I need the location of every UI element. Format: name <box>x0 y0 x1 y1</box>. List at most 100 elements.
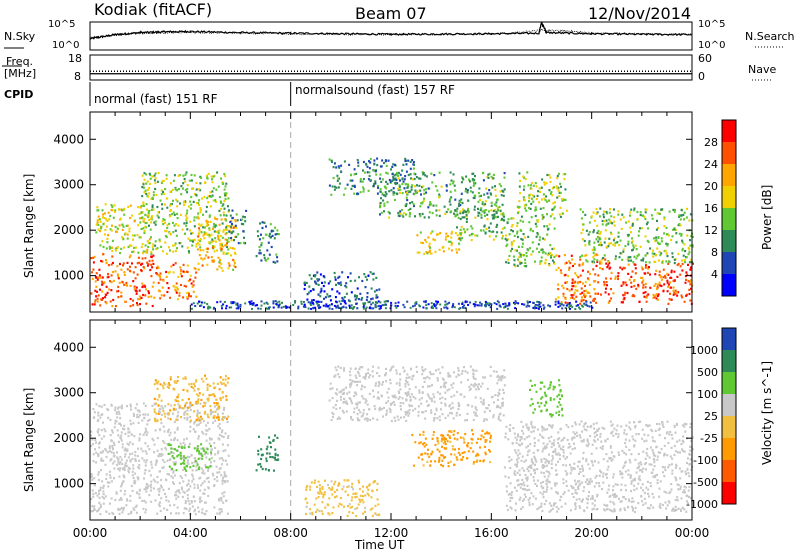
velocity-colorbar-tick: -25 <box>700 432 718 445</box>
velocity-colorbar-tick: 500 <box>697 366 718 379</box>
power-blob <box>554 253 607 305</box>
beam-title: Beam 07 <box>355 4 427 23</box>
power-colorbar-segment <box>722 120 736 143</box>
velocity-colorbar-segment <box>722 350 736 373</box>
power-colorbar-segment <box>722 252 736 275</box>
xtick-label: 12:00 <box>374 526 409 540</box>
noise-ytick-top: 10^5 <box>48 19 75 30</box>
noise-ytick-bottom: 10^0 <box>52 40 79 51</box>
velocity-colorbar-segment <box>722 394 736 417</box>
power-colorbar-segment <box>722 230 736 253</box>
power-colorbar-segment <box>722 208 736 231</box>
power-ytick-label: 4000 <box>53 132 84 146</box>
power-colorbar-tick: 16 <box>704 202 718 215</box>
power-colorbar-tick: 4 <box>711 268 718 281</box>
power-colorbar-segment <box>722 142 736 165</box>
cpid-label: CPID <box>4 88 34 101</box>
power-colorbar-tick: 24 <box>704 158 718 171</box>
power-blob <box>152 262 198 301</box>
velocity-ylabel: Slant Range [km] <box>22 387 36 492</box>
power-colorbar-label: Power [dB] <box>760 184 774 250</box>
freq-panel-frame <box>89 54 693 81</box>
power-blob <box>303 271 381 310</box>
velocity-ytick-label: 1000 <box>53 477 84 491</box>
nave-ytick-bottom: 0 <box>698 70 705 83</box>
noise-series-0 <box>89 21 693 40</box>
freq-unit-label: [MHz] <box>4 67 37 80</box>
xtick-label: 08:00 <box>273 526 308 540</box>
power-colorbar-tick: 8 <box>711 246 718 259</box>
freq-ytick-bottom: 8 <box>74 70 81 83</box>
power-blob <box>255 221 280 264</box>
power-ground-scatter <box>190 300 594 310</box>
cpid-segment-2: normalsound (fast) 157 RF <box>295 83 455 97</box>
power-ytick-label: 3000 <box>53 178 84 192</box>
power-colorbar-segment <box>722 164 736 187</box>
velocity-colorbar-tick: 100 <box>697 388 718 401</box>
power-colorbar-frame <box>721 119 737 297</box>
power-colorbar-tick: 12 <box>704 224 718 237</box>
xtick-label: 00:00 <box>675 526 710 540</box>
velocity-colorbar-tick: -100 <box>693 454 718 467</box>
power-colorbar-tick: 20 <box>704 180 718 193</box>
nave-label: Nave <box>748 63 777 76</box>
power-ytick-label: 1000 <box>53 269 84 283</box>
nsearch-label: N.Search <box>745 30 795 43</box>
power-blob <box>228 209 248 245</box>
power-colorbar-segment <box>722 186 736 209</box>
velocity-colorbar-segment <box>722 460 736 483</box>
velocity-ytick-label: 2000 <box>53 431 84 445</box>
velocity-colorbar-segment <box>722 482 736 505</box>
xtick-label: 16:00 <box>474 526 509 540</box>
cpid-segment-1: normal (fast) 151 RF <box>94 92 218 106</box>
nave-ytick-top: 60 <box>698 52 712 65</box>
velocity-colorbar-tick: -500 <box>693 476 718 489</box>
velocity-ytick-label: 3000 <box>53 386 84 400</box>
station-title: Kodiak (fitACF) <box>94 0 213 19</box>
xtick-label: 00:00 <box>73 526 108 540</box>
power-blob <box>140 171 230 255</box>
xaxis-label: Time UT <box>355 538 405 552</box>
velocity-blob <box>153 374 230 423</box>
power-ylabel: Slant Range [km] <box>22 173 36 278</box>
power-blob <box>90 252 155 308</box>
power-panel-frame <box>89 111 693 313</box>
freq-ytick-top: 18 <box>68 52 82 65</box>
velocity-blob <box>411 429 492 468</box>
xtick-label: 04:00 <box>173 526 208 540</box>
velocity-blob <box>90 401 230 516</box>
noise-panel-frame <box>89 21 693 51</box>
power-colorbar-tick: 28 <box>704 136 718 149</box>
xtick-label: 20:00 <box>574 526 609 540</box>
power-scatter <box>90 157 694 310</box>
velocity-blob <box>255 434 280 472</box>
power-ytick-label: 2000 <box>53 223 84 237</box>
power-blob <box>504 217 556 268</box>
velocity-colorbar-tick: -1000 <box>686 498 718 511</box>
velocity-colorbar-segment <box>722 416 736 439</box>
velocity-colorbar-tick: 25 <box>704 410 718 423</box>
power-blob <box>579 207 694 265</box>
velocity-blob <box>304 479 381 518</box>
date-title: 12/Nov/2014 <box>588 4 692 23</box>
power-blob <box>378 171 506 219</box>
velocity-colorbar-tick: 1000 <box>690 344 718 357</box>
power-colorbar-segment <box>722 274 736 297</box>
velocity-colorbar-segment <box>722 438 736 461</box>
noise-ytick-right-top: 10^5 <box>698 19 725 30</box>
velocity-scatter <box>90 365 694 518</box>
velocity-blob <box>328 365 506 423</box>
power-blob <box>416 230 463 255</box>
velocity-colorbar-segment <box>722 328 736 351</box>
velocity-colorbar-frame <box>721 327 737 505</box>
velocity-blob <box>167 443 212 472</box>
freq-label: Freq. <box>6 55 34 68</box>
power-blob <box>516 171 568 219</box>
velocity-colorbar-segment <box>722 372 736 395</box>
velocity-ytick-label: 4000 <box>53 340 84 354</box>
power-blob <box>454 207 506 242</box>
velocity-blob <box>503 420 694 514</box>
power-blob <box>604 262 694 305</box>
nsky-label: N.Sky <box>4 30 36 43</box>
